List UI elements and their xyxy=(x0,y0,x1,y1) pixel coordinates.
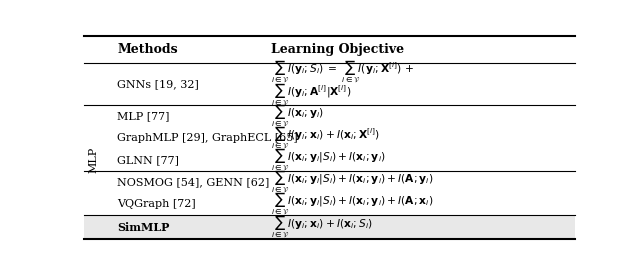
Text: $\sum_{i\in\mathcal{V}} I(\mathbf{y}_i;\mathbf{x}_i)+I(\mathbf{x}_i;S_i)$: $\sum_{i\in\mathcal{V}} I(\mathbf{y}_i;\… xyxy=(271,214,372,241)
Text: $\sum_{i\in\mathcal{V}} I(\mathbf{x}_i;\mathbf{y}_i|S_i)+I(\mathbf{x}_i;\mathbf{: $\sum_{i\in\mathcal{V}} I(\mathbf{x}_i;\… xyxy=(271,146,385,174)
Text: MLP [77]: MLP [77] xyxy=(117,111,170,121)
Text: SimMLP: SimMLP xyxy=(117,222,170,232)
Text: GLNN [77]: GLNN [77] xyxy=(117,155,179,165)
Text: $\sum_{i\in\mathcal{V}} I(\mathbf{y}_i;\mathbf{x}_i)+I(\mathbf{x}_i;\mathbf{X}^{: $\sum_{i\in\mathcal{V}} I(\mathbf{y}_i;\… xyxy=(271,124,380,152)
Text: $\sum_{i\in\mathcal{V}} I(\mathbf{y}_i;S_i)\;=\;\sum_{i\in\mathcal{V}} I(\mathbf: $\sum_{i\in\mathcal{V}} I(\mathbf{y}_i;S… xyxy=(271,59,414,86)
Text: $\sum_{i\in\mathcal{V}} I(\mathbf{x}_i;\mathbf{y}_i)$: $\sum_{i\in\mathcal{V}} I(\mathbf{x}_i;\… xyxy=(271,103,324,130)
Text: MLP: MLP xyxy=(89,147,99,173)
Text: Methods: Methods xyxy=(117,43,178,56)
Text: GNNs [19, 32]: GNNs [19, 32] xyxy=(117,79,199,89)
Text: $\sum_{i\in\mathcal{V}} I(\mathbf{x}_i;\mathbf{y}_i|S_i)+I(\mathbf{x}_i;\mathbf{: $\sum_{i\in\mathcal{V}} I(\mathbf{x}_i;\… xyxy=(271,190,433,218)
Text: $\sum_{i\in\mathcal{V}} I(\mathbf{y}_i;\mathbf{A}^{[i]}|\mathbf{X}^{[i]})$: $\sum_{i\in\mathcal{V}} I(\mathbf{y}_i;\… xyxy=(271,81,351,109)
Text: $\sum_{i\in\mathcal{V}} I(\mathbf{x}_i;\mathbf{y}_i|S_i)+I(\mathbf{x}_i;\mathbf{: $\sum_{i\in\mathcal{V}} I(\mathbf{x}_i;\… xyxy=(271,168,433,195)
Bar xyxy=(84,215,575,239)
Text: NOSMOG [54], GENN [62]: NOSMOG [54], GENN [62] xyxy=(117,177,269,187)
Text: Learning Objective: Learning Objective xyxy=(271,43,404,56)
Text: VQGraph [72]: VQGraph [72] xyxy=(117,199,196,209)
Text: GraphMLP [29], GraphECL [65]: GraphMLP [29], GraphECL [65] xyxy=(117,133,298,143)
